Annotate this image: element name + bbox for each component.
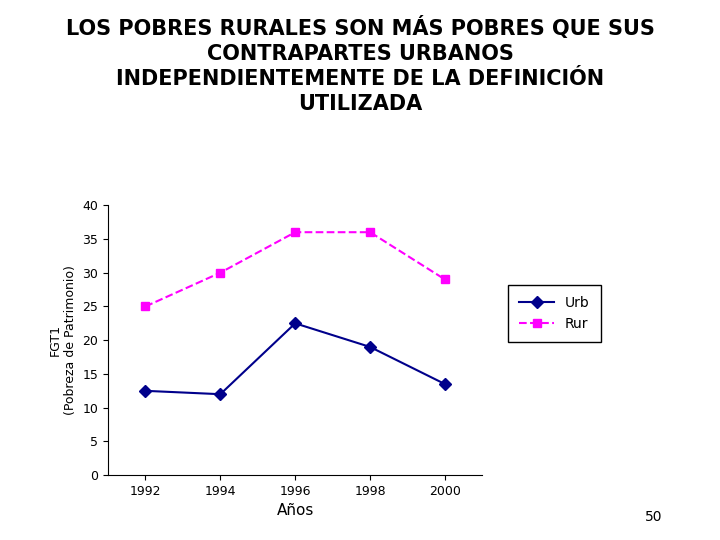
Line: Urb: Urb [141, 319, 449, 399]
Urb [216, 391, 225, 397]
Y-axis label: FGT1
(Pobreza de Patrimonio): FGT1 (Pobreza de Patrimonio) [49, 265, 77, 415]
Rur [441, 276, 449, 283]
Rur [141, 303, 150, 309]
Urb [141, 388, 150, 394]
Text: LOS POBRES RURALES SON MÁS POBRES QUE SUS
CONTRAPARTES URBANOS
INDEPENDIENTEMENT: LOS POBRES RURALES SON MÁS POBRES QUE SU… [66, 16, 654, 113]
Urb [441, 381, 449, 387]
Text: 50: 50 [645, 510, 662, 524]
Line: Rur: Rur [141, 228, 449, 310]
Urb [366, 343, 374, 350]
Rur [366, 229, 374, 235]
Legend: Urb, Rur: Urb, Rur [508, 285, 601, 342]
Urb [291, 320, 300, 327]
Rur [291, 229, 300, 235]
X-axis label: Años: Años [276, 503, 314, 518]
Rur [216, 269, 225, 276]
